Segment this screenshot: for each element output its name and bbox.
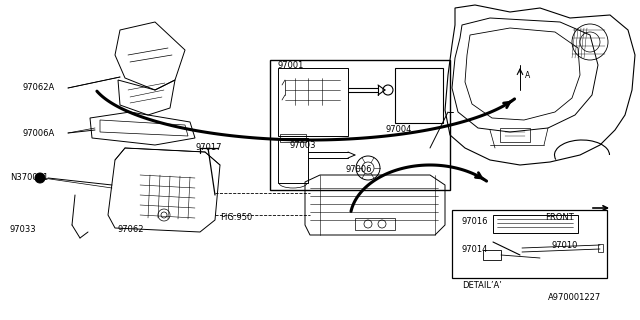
Bar xyxy=(395,68,443,123)
Text: FIG.950: FIG.950 xyxy=(220,213,252,222)
Text: 97017: 97017 xyxy=(196,143,223,153)
Text: 97004: 97004 xyxy=(385,125,412,134)
Text: N370031: N370031 xyxy=(10,173,48,182)
Text: A: A xyxy=(525,71,531,80)
Text: FRONT: FRONT xyxy=(545,213,573,222)
Bar xyxy=(493,215,578,233)
Text: 97006A: 97006A xyxy=(23,129,55,138)
Text: 97016: 97016 xyxy=(462,218,488,227)
Text: 97006: 97006 xyxy=(345,165,371,174)
Bar xyxy=(278,138,308,183)
Circle shape xyxy=(35,173,45,183)
Bar xyxy=(280,134,306,142)
Text: 97033: 97033 xyxy=(10,226,36,235)
Bar xyxy=(355,218,395,230)
Text: 97014: 97014 xyxy=(462,244,488,253)
Text: 97062A: 97062A xyxy=(23,84,55,92)
Text: 97010: 97010 xyxy=(552,241,579,250)
Bar xyxy=(452,210,607,278)
Text: 97003: 97003 xyxy=(290,140,317,149)
Bar xyxy=(278,68,348,136)
Bar xyxy=(500,128,530,142)
Bar xyxy=(598,244,603,252)
Text: 97062: 97062 xyxy=(118,226,145,235)
Text: A970001227: A970001227 xyxy=(548,293,601,302)
Bar xyxy=(270,60,450,190)
Text: DETAIL’A’: DETAIL’A’ xyxy=(462,281,502,290)
Bar xyxy=(483,250,501,260)
Text: 97001: 97001 xyxy=(278,60,305,69)
